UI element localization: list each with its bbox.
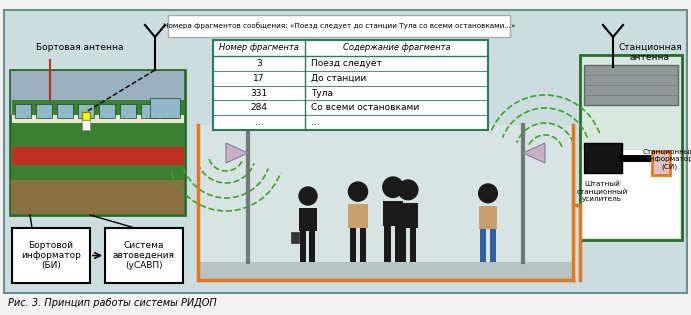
Bar: [57, 104, 73, 118]
Text: Поезд следует: Поезд следует: [311, 59, 382, 68]
Bar: [162, 104, 178, 118]
Bar: [213, 40, 488, 130]
Bar: [11, 179, 184, 214]
Bar: [395, 226, 401, 262]
Polygon shape: [226, 143, 248, 163]
Bar: [150, 98, 180, 118]
Bar: [582, 150, 680, 238]
Bar: [384, 226, 391, 262]
Bar: [489, 229, 496, 262]
Text: Тула: Тула: [311, 89, 333, 98]
Bar: [348, 204, 368, 228]
Text: До станции: До станции: [311, 74, 366, 83]
Bar: [15, 104, 31, 118]
Text: Станционная
антенна: Станционная антенна: [618, 42, 682, 62]
Text: Штатный
станционный
усилитель: Штатный станционный усилитель: [576, 181, 627, 202]
Bar: [580, 55, 682, 240]
Text: Бортовой
информатор
(БИ): Бортовой информатор (БИ): [21, 241, 81, 270]
Polygon shape: [584, 65, 678, 105]
Bar: [4, 10, 687, 293]
Circle shape: [383, 177, 404, 198]
Bar: [584, 143, 622, 173]
Bar: [12, 115, 184, 123]
Text: Номер фрагмента: Номер фрагмента: [219, 43, 299, 53]
Bar: [36, 104, 52, 118]
Text: 284: 284: [251, 103, 267, 112]
Circle shape: [479, 184, 498, 203]
Bar: [292, 232, 299, 243]
Bar: [652, 151, 670, 175]
Bar: [479, 206, 498, 229]
Bar: [400, 227, 406, 262]
Text: Номера фрагментов сообщения: «Поезд следует до станции Тула со всеми остановками: Номера фрагментов сообщения: «Поезд след…: [163, 23, 515, 29]
Bar: [198, 262, 573, 280]
Bar: [301, 231, 307, 262]
Bar: [12, 228, 90, 283]
Bar: [168, 15, 510, 37]
Circle shape: [348, 182, 368, 201]
Bar: [383, 201, 404, 226]
Bar: [78, 104, 94, 118]
Bar: [11, 71, 184, 115]
Text: 331: 331: [250, 89, 267, 98]
Polygon shape: [523, 143, 545, 163]
Bar: [359, 228, 366, 262]
Text: ...: ...: [255, 118, 263, 127]
Bar: [398, 203, 418, 227]
Text: Рис. 3. Принцип работы системы РИДОП: Рис. 3. Принцип работы системы РИДОП: [8, 298, 217, 308]
Bar: [10, 70, 185, 215]
Text: Содержание фрагмента: Содержание фрагмента: [343, 43, 451, 53]
Text: Система
автоведения
(уСАВП): Система автоведения (уСАВП): [113, 241, 175, 270]
Bar: [105, 228, 183, 283]
Bar: [480, 229, 486, 262]
Bar: [141, 104, 157, 118]
Bar: [350, 228, 357, 262]
Bar: [12, 100, 184, 180]
Bar: [198, 125, 573, 280]
Text: 17: 17: [253, 74, 265, 83]
Bar: [120, 104, 136, 118]
Bar: [12, 147, 184, 165]
Bar: [310, 231, 316, 262]
Text: ...: ...: [311, 118, 320, 127]
Text: Со всеми остановками: Со всеми остановками: [311, 103, 419, 112]
Text: 3: 3: [256, 59, 262, 68]
Circle shape: [398, 180, 418, 200]
Text: Станционный
информатор
(СИ): Станционный информатор (СИ): [643, 149, 691, 170]
Circle shape: [299, 187, 317, 205]
Bar: [82, 112, 90, 120]
Bar: [82, 120, 90, 130]
Bar: [299, 208, 317, 231]
Bar: [410, 227, 416, 262]
Text: Бортовая антенна: Бортовая антенна: [36, 43, 124, 51]
Bar: [99, 104, 115, 118]
